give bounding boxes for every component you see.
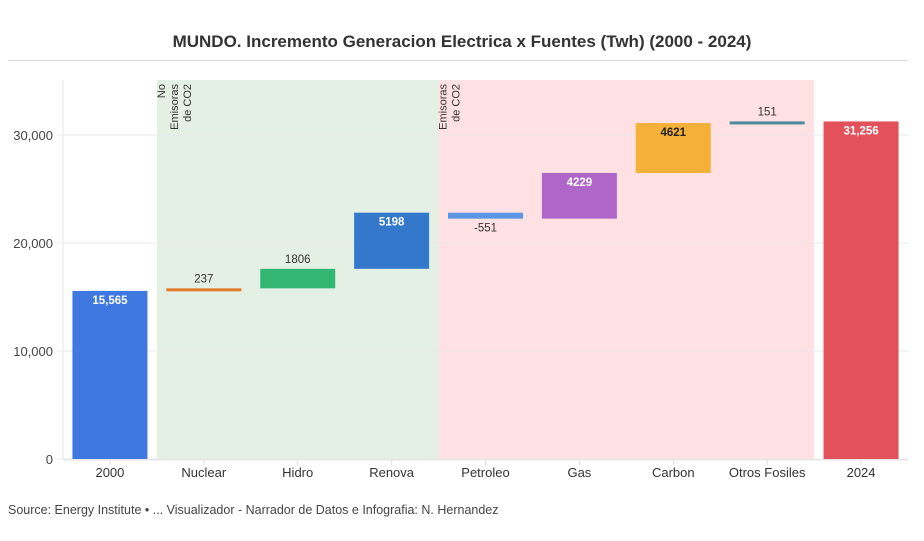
bars: [72, 121, 899, 459]
data-label: 4621: [660, 127, 686, 139]
region-backgrounds: NoEmisorasde CO2 Emisorasde CO2: [156, 80, 815, 459]
x-tick-label: Hidro: [282, 465, 313, 480]
bar-2024: [823, 121, 899, 459]
bar-nuclear: [166, 288, 242, 292]
region-label-line: Emisoras: [438, 84, 450, 130]
data-label: 151: [758, 106, 777, 118]
data-label: 4229: [567, 177, 593, 189]
region-label-line: No: [156, 84, 168, 98]
y-tick-label: 30,000: [13, 128, 53, 143]
x-tick-label: Carbon: [652, 465, 695, 480]
data-label: 5198: [379, 217, 405, 229]
x-tick-label: Nuclear: [181, 465, 226, 480]
bar-otros-fosiles: [729, 121, 805, 125]
title-divider: [8, 60, 908, 61]
bar-2000: [72, 290, 148, 459]
chart-title: MUNDO. Incremento Generacion Electrica x…: [172, 32, 752, 51]
data-label: 31,256: [843, 125, 878, 137]
x-tick-label: Otros Fosiles: [729, 465, 806, 480]
bar-hidro: [260, 268, 336, 289]
y-tick-label: 0: [46, 452, 53, 467]
x-axis: 2000 Nuclear Hidro Renova Petroleo Gas Carbon O…: [63, 459, 908, 480]
data-label: 237: [194, 273, 213, 285]
bar-renova: [354, 212, 430, 269]
y-tick-label: 10,000: [13, 344, 53, 359]
source-note: Source: Energy Institute • ... Visualiza…: [8, 503, 499, 517]
region-label-line: de CO2: [182, 84, 194, 122]
data-labels: 15,565 237 1806 5198 -551 4229 4621 151 31,256: [91, 106, 880, 308]
x-tick-label: Gas: [567, 465, 591, 480]
region-label-line: de CO2: [451, 84, 463, 122]
data-label: -551: [474, 223, 497, 235]
x-tick-label: Renova: [369, 465, 415, 480]
data-label: 1806: [285, 254, 311, 266]
y-tick-label: 20,000: [13, 236, 53, 251]
region-band-1: [438, 80, 815, 459]
region-label-0: NoEmisorasde CO2: [156, 84, 194, 130]
region-label-line: Emisoras: [169, 84, 181, 130]
gridlines: [57, 134, 908, 460]
x-tick-label: 2024: [847, 465, 876, 480]
y-axis: 0 10,000 20,000 30,000: [13, 80, 64, 467]
region-label-1: Emisorasde CO2: [438, 84, 463, 130]
bar-carbon: [635, 123, 711, 173]
waterfall-chart: NoEmisorasde CO2 Emisorasde CO2 010,00020…: [13, 80, 908, 480]
x-tick-label: Petroleo: [461, 465, 509, 480]
data-label: 15,565: [92, 295, 128, 307]
bar-gas: [541, 172, 617, 219]
x-tick-label: 2000: [95, 465, 124, 480]
bar-petroleo: [448, 212, 523, 219]
